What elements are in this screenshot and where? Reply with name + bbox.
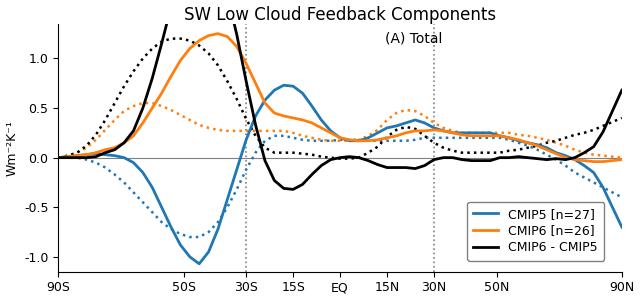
CMIP6 - CMIP5 — [618, 88, 626, 92]
Title: SW Low Cloud Feedback Components: SW Low Cloud Feedback Components — [184, 6, 496, 24]
Line: CMIP5 [n=27]: CMIP5 [n=27] — [58, 85, 622, 264]
CMIP5 [n=27] — [186, 255, 194, 259]
CMIP6 [n=26] — [167, 74, 175, 78]
CMIP5 [n=27] — [280, 83, 287, 87]
CMIP5 [n=27] — [618, 225, 626, 229]
CMIP5 [n=27] — [167, 225, 175, 229]
CMIP5 [n=27] — [374, 131, 381, 135]
CMIP6 [n=26] — [261, 101, 269, 105]
CMIP6 - CMIP5 — [289, 188, 297, 191]
CMIP5 [n=27] — [412, 118, 419, 122]
CMIP6 [n=26] — [186, 47, 194, 50]
CMIP6 - CMIP5 — [374, 163, 381, 166]
CMIP6 - CMIP5 — [562, 158, 570, 161]
CMIP6 - CMIP5 — [412, 167, 419, 170]
Y-axis label: Wm⁻²K⁻¹: Wm⁻²K⁻¹ — [6, 120, 19, 176]
CMIP6 [n=26] — [214, 32, 222, 35]
CMIP6 - CMIP5 — [54, 156, 62, 159]
CMIP6 [n=26] — [54, 156, 62, 159]
CMIP6 - CMIP5 — [261, 159, 269, 162]
CMIP6 [n=26] — [402, 131, 410, 135]
Legend: CMIP5 [n=27], CMIP6 [n=26], CMIP6 - CMIP5: CMIP5 [n=27], CMIP6 [n=26], CMIP6 - CMIP… — [467, 202, 604, 260]
Line: CMIP6 [n=26]: CMIP6 [n=26] — [58, 34, 622, 162]
Text: (A) Total: (A) Total — [385, 31, 442, 45]
CMIP6 [n=26] — [552, 152, 560, 155]
CMIP5 [n=27] — [195, 262, 203, 266]
CMIP6 [n=26] — [590, 160, 598, 164]
CMIP5 [n=27] — [54, 156, 62, 159]
CMIP6 - CMIP5 — [167, 5, 175, 9]
CMIP5 [n=27] — [562, 154, 570, 158]
CMIP6 [n=26] — [618, 158, 626, 161]
CMIP5 [n=27] — [261, 98, 269, 102]
Line: CMIP6 - CMIP5: CMIP6 - CMIP5 — [58, 0, 622, 189]
CMIP6 [n=26] — [364, 139, 372, 142]
